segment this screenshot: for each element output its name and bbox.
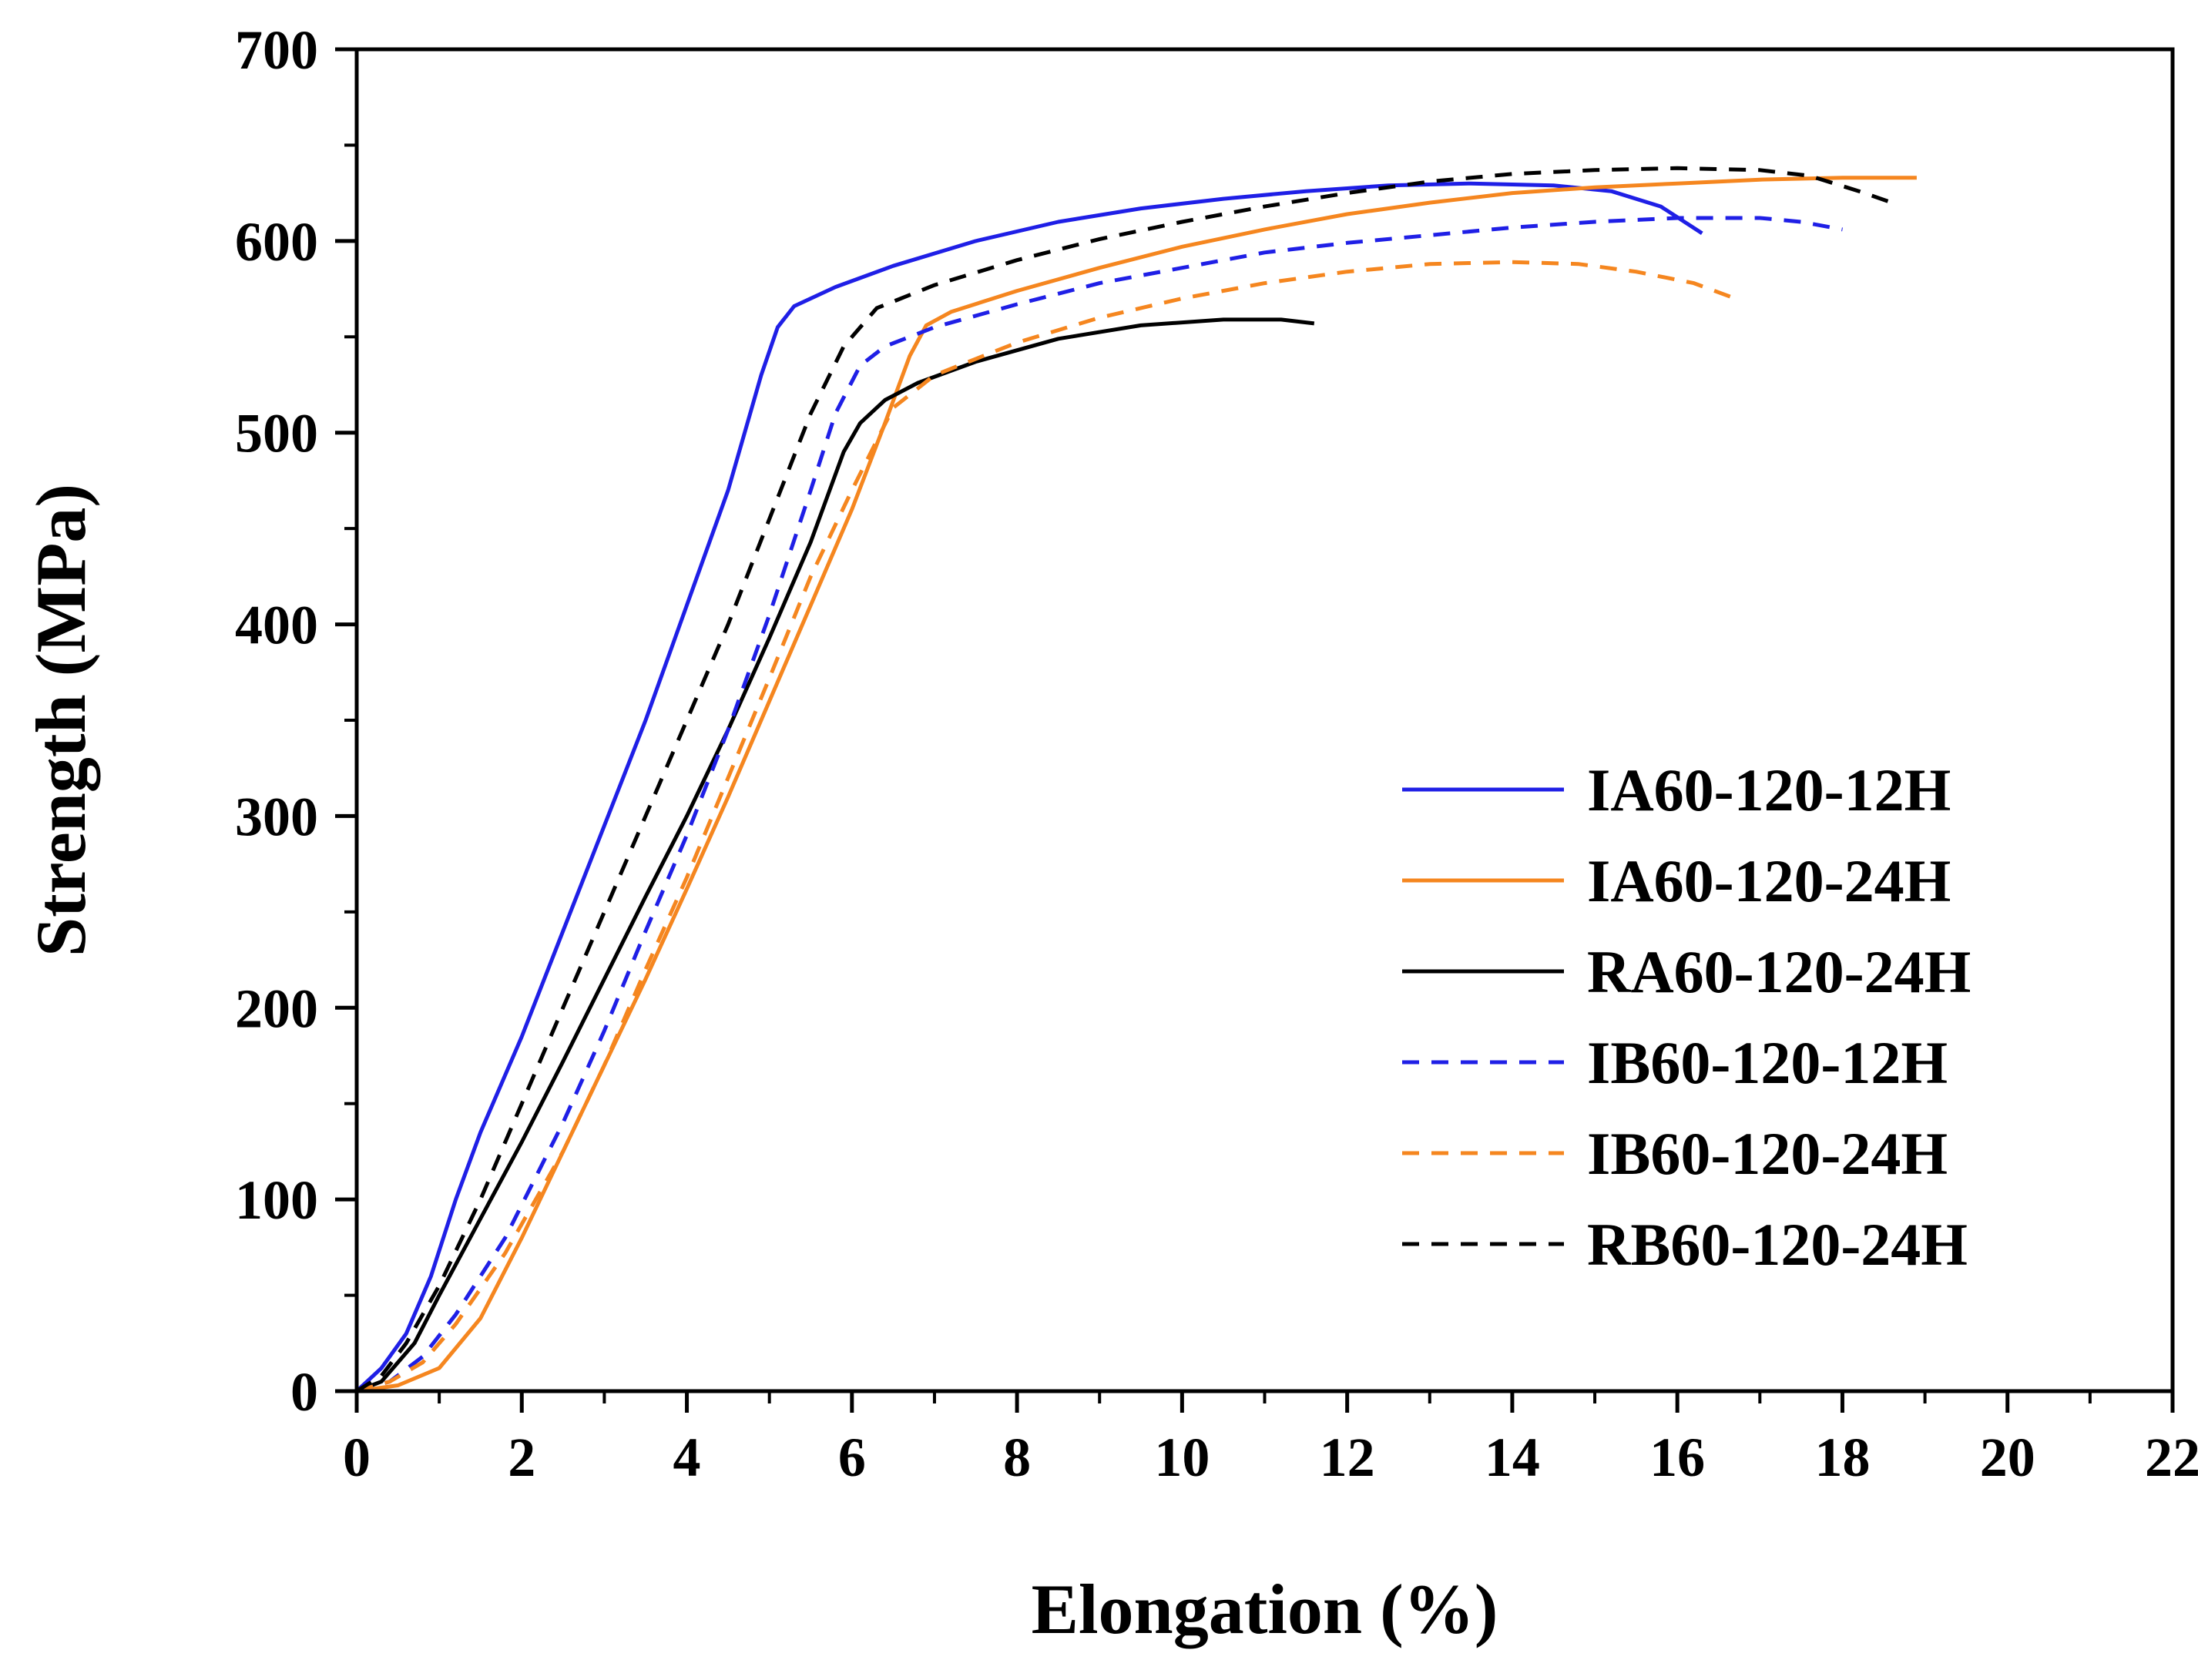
series-line-ib60-120-24h <box>356 260 1737 1393</box>
x-tick-label: 18 <box>1814 1427 1870 1488</box>
y-tick-label: 400 <box>235 595 318 656</box>
series-line-ia60-120-12h <box>355 181 1703 1393</box>
x-tick-label: 22 <box>2145 1427 2198 1488</box>
x-tick-label: 0 <box>343 1427 371 1488</box>
y-tick-label: 100 <box>235 1169 318 1231</box>
x-tick-label: 8 <box>1003 1427 1031 1488</box>
legend: IA60-120-12H IA60-120-24H RA60-120-24H IB60… <box>1402 756 1971 1278</box>
x-axis-title: Elongation (%) <box>1032 1570 1498 1648</box>
y-tick-label: 500 <box>235 403 318 464</box>
y-axis-title: Strength (MPa) <box>22 484 100 957</box>
x-tick-label: 4 <box>673 1427 701 1488</box>
legend-label: RA60-120-24H <box>1587 938 1971 1005</box>
legend-label: IB60-120-24H <box>1587 1120 1948 1187</box>
series-line-ia60-120-24h <box>356 176 1917 1393</box>
y-tick-label: 600 <box>235 211 318 273</box>
data-lines <box>355 166 1917 1393</box>
series-line-ra60-120-24h <box>356 317 1315 1393</box>
x-tick-label: 6 <box>838 1427 866 1488</box>
legend-label: IA60-120-12H <box>1587 756 1951 823</box>
x-tick-label: 16 <box>1649 1427 1705 1488</box>
series-line-rb60-120-24h <box>355 166 1893 1393</box>
legend-label: IB60-120-12H <box>1587 1029 1948 1096</box>
x-tick-label: 20 <box>1980 1427 2035 1488</box>
x-tick-label: 10 <box>1154 1427 1210 1488</box>
series-line-ib60-120-12h <box>356 216 1843 1393</box>
x-tick-label: 2 <box>508 1427 535 1488</box>
y-axis-ticks: 0 100 200 300 400 500 600 700 <box>235 19 357 1423</box>
x-tick-label: 12 <box>1320 1427 1375 1488</box>
y-tick-label: 0 <box>290 1361 318 1423</box>
y-tick-label: 300 <box>235 786 318 847</box>
x-axis-ticks: 0 2 4 6 8 10 12 14 16 18 20 22 <box>343 1391 2198 1488</box>
x-tick-label: 14 <box>1485 1427 1540 1488</box>
legend-label: IA60-120-24H <box>1587 847 1951 914</box>
y-tick-label: 200 <box>235 977 318 1039</box>
legend-label: RB60-120-24H <box>1587 1211 1968 1278</box>
y-tick-label: 700 <box>235 19 318 81</box>
